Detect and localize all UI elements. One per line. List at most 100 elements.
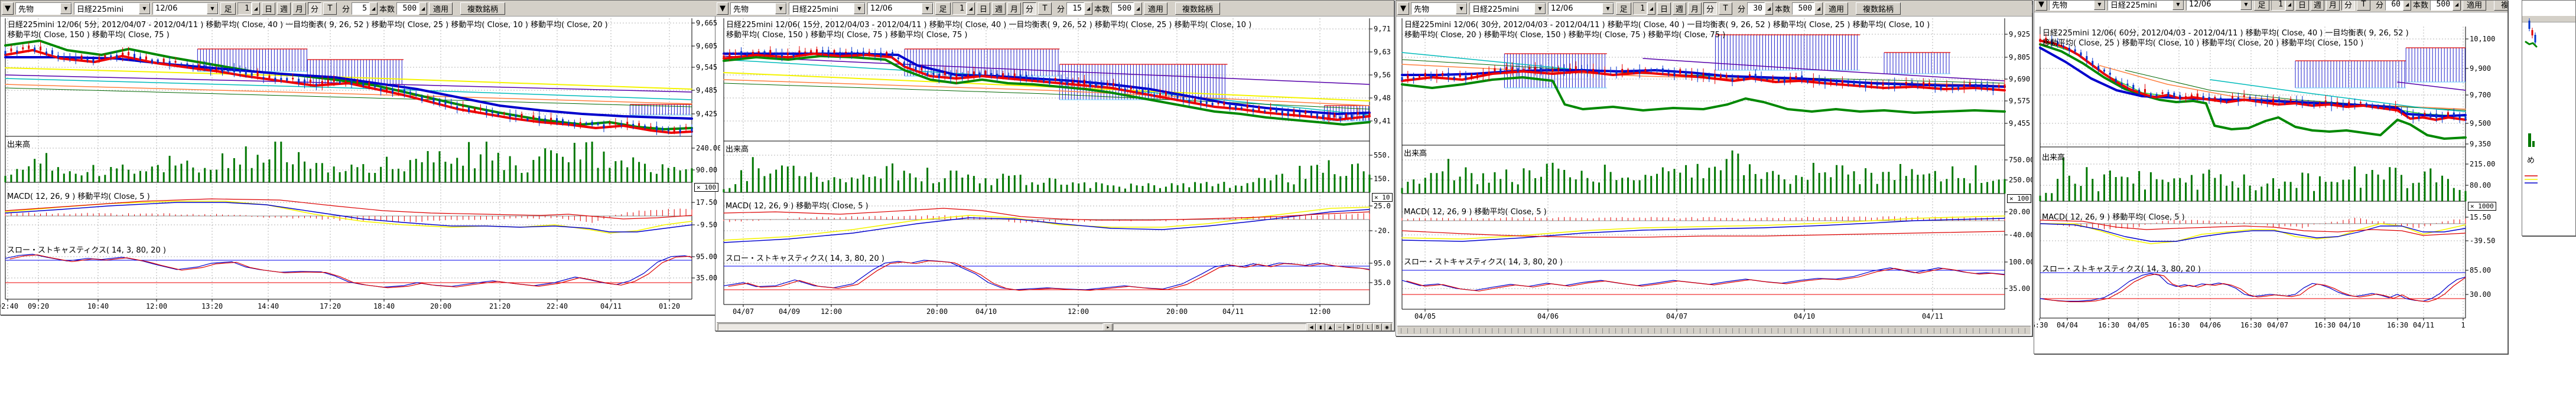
period-button-3[interactable]: 分 (308, 2, 321, 15)
multi-symbol-button[interactable]: 複数銘柄 (1175, 2, 1221, 15)
period-button-3[interactable]: 分 (1023, 2, 1036, 15)
interval-stepper[interactable]: 1 ◢ (1633, 2, 1655, 15)
spin-icon[interactable]: ◢ (1814, 2, 1823, 15)
period-button-4[interactable]: T (1038, 2, 1052, 15)
chevron-down-icon[interactable]: ▼ (139, 2, 150, 14)
chevron-down-icon[interactable]: ▼ (207, 2, 218, 14)
strip-button-0[interactable]: ◀ (1307, 323, 1316, 330)
interval-stepper[interactable]: 1 ◢ (2271, 1, 2294, 11)
market-combo[interactable]: 先物 ▼ (2049, 1, 2106, 11)
collapsed-combo-button[interactable]: ▼ (717, 2, 728, 15)
spin-icon[interactable]: ◢ (2403, 1, 2412, 11)
interval-stepper[interactable]: 1 ◢ (952, 2, 975, 15)
spin-icon[interactable]: ◢ (252, 2, 260, 15)
symbol-combo[interactable]: 日経225mini ▼ (74, 2, 151, 15)
contract-combo[interactable]: 12/06 ▼ (1548, 2, 1614, 15)
apply-button[interactable]: 適用 (429, 2, 453, 15)
minutes-stepper[interactable]: 15 ◢ (1066, 2, 1093, 15)
strip-button-4[interactable]: ▶ (1345, 323, 1354, 330)
bars-stepper[interactable]: 500 ◢ (2430, 1, 2461, 11)
contract-combo[interactable]: 12/06 ▼ (867, 2, 934, 15)
market-combo[interactable]: 先物 ▼ (1411, 2, 1468, 15)
minutes-stepper[interactable]: 60 ◢ (2385, 1, 2412, 11)
ashi-button[interactable]: 足 (2254, 1, 2269, 11)
multi-symbol-button[interactable]: 複数銘柄 (460, 2, 506, 15)
tick-slider[interactable] (1401, 328, 2027, 333)
period-button-1[interactable]: 週 (2311, 1, 2324, 11)
bottom-scrollbar-strip[interactable] (1397, 326, 2031, 335)
chevron-down-icon[interactable]: ▼ (775, 2, 786, 14)
bars-stepper[interactable]: 500 ◢ (1792, 2, 1823, 15)
market-combo[interactable]: 先物 ▼ (730, 2, 787, 15)
strip-button-1[interactable]: ▮ (1316, 323, 1325, 330)
collapsed-combo-button[interactable]: ▼ (2035, 1, 2047, 11)
period-button-2[interactable]: 月 (292, 2, 306, 15)
symbol-combo[interactable]: 日経225mini ▼ (1469, 2, 1546, 15)
period-button-3[interactable]: 分 (2341, 1, 2355, 11)
spin-icon[interactable]: ◢ (1765, 2, 1774, 15)
strip-button-2[interactable]: ▲ (1326, 323, 1335, 330)
strip-button-7[interactable]: B (1373, 323, 1382, 330)
spin-icon[interactable]: ◢ (1647, 2, 1655, 15)
symbol-combo[interactable]: 日経225mini ▼ (2107, 1, 2184, 11)
period-button-1[interactable]: 週 (992, 2, 1006, 15)
apply-button[interactable]: 適用 (2463, 1, 2487, 11)
spin-icon[interactable]: ◢ (967, 2, 975, 15)
period-button-2[interactable]: 月 (1688, 2, 1702, 15)
period-button-4[interactable]: T (323, 2, 337, 15)
chart-legend-line2: 移動平均( Close, 25 ) 移動平均( Close, 10 ) 移動平均… (2042, 39, 2364, 48)
period-button-4[interactable]: T (1719, 2, 1732, 15)
spin-icon[interactable]: ◢ (369, 2, 378, 15)
period-button-1[interactable]: 週 (1673, 2, 1686, 15)
apply-button[interactable]: 適用 (1824, 2, 1849, 15)
scroll-right-button[interactable]: ▸ (1104, 323, 1113, 330)
minutes-stepper[interactable]: 5 ◢ (352, 2, 378, 15)
strip-button-3[interactable]: − (1335, 323, 1344, 330)
chevron-down-icon[interactable]: ▼ (1456, 2, 1467, 14)
period-button-4[interactable]: T (2357, 1, 2370, 11)
interval-stepper[interactable]: 1 ◢ (238, 2, 260, 15)
minutes-stepper[interactable]: 30 ◢ (1747, 2, 1774, 15)
strip-button-6[interactable]: L (1364, 323, 1372, 330)
period-button-1[interactable]: 週 (277, 2, 291, 15)
bars-stepper[interactable]: 500 ◢ (396, 2, 428, 15)
chevron-down-icon[interactable]: ▼ (2094, 1, 2105, 10)
period-button-3[interactable]: 分 (1703, 2, 1717, 15)
scrollbar-track[interactable] (718, 323, 1103, 330)
bottom-scrollbar-strip[interactable]: ▸ ◀ ▮ ▲ − ▶ D L B ◉ (717, 322, 1393, 330)
chevron-down-icon[interactable]: ▼ (2240, 1, 2252, 10)
collapsed-combo-button[interactable]: ▼ (1397, 2, 1409, 15)
spin-icon[interactable]: ◢ (2453, 1, 2461, 11)
period-button-2[interactable]: 月 (2326, 1, 2340, 11)
spin-icon[interactable]: ◢ (2285, 1, 2294, 11)
symbol-combo[interactable]: 日経225mini ▼ (789, 2, 866, 15)
chevron-down-icon[interactable]: ▼ (60, 2, 71, 14)
spin-icon[interactable]: ◢ (1084, 2, 1093, 15)
contract-combo[interactable]: 12/06 ▼ (152, 2, 219, 15)
chevron-down-icon[interactable]: ▼ (854, 2, 865, 14)
strip-button-8[interactable]: ◉ (1383, 323, 1391, 330)
ashi-button[interactable]: 足 (220, 2, 236, 15)
bars-stepper[interactable]: 500 ◢ (1111, 2, 1143, 15)
chevron-down-icon[interactable]: ▼ (922, 2, 933, 14)
period-button-0[interactable]: 日 (2295, 1, 2309, 11)
period-button-0[interactable]: 日 (262, 2, 275, 15)
multi-symbol-button[interactable]: 複数銘柄 (2494, 1, 2507, 11)
multi-symbol-button[interactable]: 複数銘柄 (1856, 2, 1901, 15)
period-button-0[interactable]: 日 (977, 2, 990, 15)
period-button-2[interactable]: 月 (1007, 2, 1021, 15)
chevron-down-icon[interactable]: ▼ (2172, 1, 2184, 10)
ashi-button[interactable]: 足 (935, 2, 951, 15)
market-combo[interactable]: 先物 ▼ (15, 2, 72, 15)
apply-button[interactable]: 適用 (1144, 2, 1168, 15)
chevron-down-icon[interactable]: ▼ (1602, 2, 1614, 14)
ashi-button[interactable]: 足 (1616, 2, 1631, 15)
spin-icon[interactable]: ◢ (1134, 2, 1143, 15)
slider-track[interactable] (1113, 323, 1306, 330)
period-button-0[interactable]: 日 (1657, 2, 1671, 15)
contract-combo[interactable]: 12/06 ▼ (2186, 1, 2252, 11)
strip-button-5[interactable]: D (1354, 323, 1363, 330)
chevron-down-icon[interactable]: ▼ (1534, 2, 1546, 14)
spin-icon[interactable]: ◢ (419, 2, 428, 15)
collapsed-combo-button[interactable]: ▼ (2, 2, 14, 15)
